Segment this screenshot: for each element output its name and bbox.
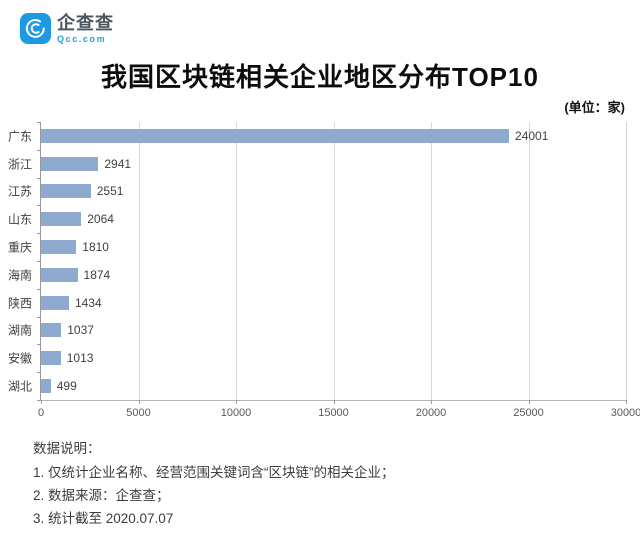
- gridline: [431, 122, 432, 400]
- bar-line: 499: [41, 372, 626, 400]
- bar-line: 1874: [41, 261, 626, 289]
- qcc-logo-icon: [20, 13, 51, 44]
- value-label: 2551: [96, 184, 124, 199]
- gridline: [528, 122, 530, 400]
- qcc-logo-domain: Qcc.com: [57, 34, 107, 44]
- y-axis-tick: [37, 261, 41, 262]
- bar-row: 浙江 2941: [8, 150, 626, 178]
- y-axis-tick: [37, 233, 41, 235]
- bar: [41, 184, 91, 199]
- bar-line: 1037: [41, 317, 626, 345]
- bar-row: 广东 24001: [8, 122, 626, 150]
- gridline: [236, 122, 237, 400]
- bar: [41, 267, 78, 282]
- x-axis-tick-label: 15000: [318, 407, 349, 419]
- category-label: 江苏: [7, 184, 32, 199]
- category-label: 陕西: [7, 296, 32, 311]
- category-label: 重庆: [7, 240, 32, 255]
- x-axis-tick: [236, 400, 237, 404]
- category-label: 广东: [7, 129, 32, 144]
- bar: [41, 212, 82, 227]
- bar: [41, 379, 51, 394]
- bar: [41, 240, 77, 255]
- y-axis-tick: [37, 205, 41, 207]
- category-label: 浙江: [7, 157, 32, 172]
- unit-label: (单位：家): [564, 100, 625, 115]
- qcc-logo: 企查查 Qcc.com: [20, 13, 114, 45]
- value-label: 1037: [67, 323, 94, 338]
- y-axis-tick: [37, 122, 41, 123]
- bar-line: 1434: [41, 289, 626, 317]
- bar-row: 海南 1874: [8, 261, 626, 289]
- bar: [41, 156, 99, 171]
- page-title: 我国区块链相关企业地区分布TOP10: [101, 62, 539, 92]
- category-label: 海南: [7, 268, 32, 283]
- x-axis-tick-label: 10000: [220, 407, 252, 419]
- value-label: 1810: [82, 240, 109, 255]
- x-axis-tick: [333, 400, 335, 404]
- notes-block: 数据说明： 1. 仅统计企业名称、经营范围关键词含“区块链”的相关企业； 2. …: [33, 437, 395, 530]
- y-axis-tick: [37, 177, 41, 179]
- value-label: 1013: [66, 351, 94, 366]
- x-axis-tick-label: 0: [37, 407, 45, 419]
- y-axis-tick: [37, 288, 41, 290]
- x-axis-tick: [41, 400, 42, 404]
- bar-row: 湖南 1037: [8, 317, 626, 345]
- bar: [41, 351, 61, 366]
- gridline: [138, 122, 140, 400]
- x-axis-tick: [431, 400, 432, 404]
- y-axis-tick: [37, 400, 41, 401]
- bar-row: 湖北 499: [8, 372, 626, 400]
- value-label: 499: [56, 379, 77, 394]
- x-axis-tick-label: 20000: [415, 407, 447, 419]
- y-axis-tick: [37, 344, 41, 346]
- y-axis-tick: [37, 372, 41, 374]
- x-axis-tick: [626, 400, 627, 404]
- qcc-logo-name: 企查查: [57, 13, 114, 33]
- bar: [41, 295, 69, 310]
- y-axis-tick: [37, 149, 41, 151]
- bar-line: 2551: [41, 178, 626, 206]
- x-axis-tick-label: 25000: [513, 407, 544, 419]
- y-axis-tick: [37, 316, 41, 318]
- gridline: [626, 122, 627, 400]
- note-line: 2. 数据来源：企查查；: [33, 488, 170, 503]
- qcc-logo-text-block: 企查查 Qcc.com: [57, 13, 114, 45]
- category-label: 安徽: [7, 351, 32, 366]
- bar-line: 1810: [41, 233, 626, 261]
- note-line: 3. 统计截至 2020.07.07: [33, 511, 174, 526]
- x-axis-tick-label: 30000: [610, 407, 640, 419]
- bar-row: 重庆 1810: [8, 233, 626, 261]
- note-line: 1. 仅统计企业名称、经营范围关键词含“区块链”的相关企业；: [33, 465, 395, 480]
- x-axis-tick: [138, 400, 140, 404]
- value-label: 1434: [74, 295, 102, 310]
- category-label: 湖北: [7, 379, 32, 394]
- category-label: 湖南: [7, 323, 32, 338]
- bar-row: 山东 2064: [8, 205, 626, 233]
- bar-row: 江苏 2551: [8, 178, 626, 206]
- gridline: [333, 122, 335, 400]
- notes-heading: 数据说明：: [33, 441, 101, 456]
- qcc-mark-icon: [25, 18, 45, 38]
- bar: [41, 128, 510, 143]
- x-axis-tick-label: 5000: [126, 407, 151, 419]
- x-axis-tick: [528, 400, 530, 404]
- bar-line: 2941: [41, 150, 626, 178]
- category-label: 山东: [7, 212, 32, 227]
- value-label: 24001: [515, 128, 549, 143]
- bar-line: 2064: [41, 205, 626, 233]
- bar-row: 陕西 1434: [8, 289, 626, 317]
- bar: [41, 323, 62, 338]
- value-label: 2941: [104, 156, 132, 171]
- bar-line: 24001: [41, 122, 626, 150]
- bar-line: 1013: [41, 344, 626, 372]
- bar-row: 安徽 1013: [8, 344, 626, 372]
- value-label: 1874: [83, 267, 111, 282]
- plot-area: 0 5000 10000 15000 20000 25000 30000 广东 24001 浙江 2…: [8, 122, 640, 419]
- value-label: 2064: [87, 212, 114, 227]
